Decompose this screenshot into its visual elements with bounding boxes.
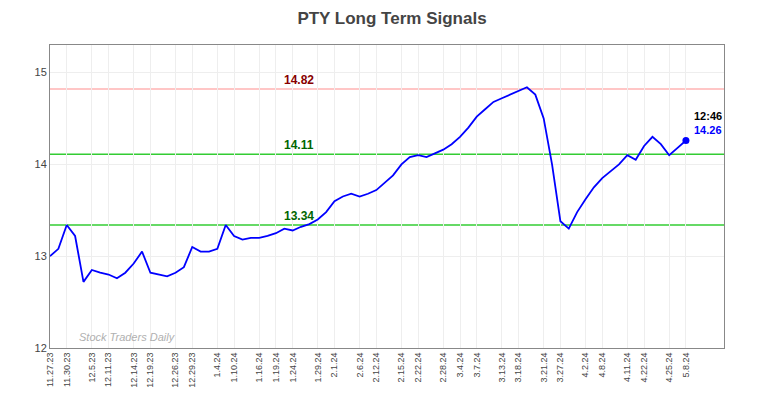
svg-text:4.22.24: 4.22.24	[639, 353, 649, 383]
svg-text:3.27.24: 3.27.24	[555, 353, 565, 383]
svg-text:3.13.24: 3.13.24	[497, 353, 507, 383]
svg-text:5.8.24: 5.8.24	[681, 353, 691, 378]
svg-text:4.8.24: 4.8.24	[597, 353, 607, 378]
svg-text:1.24.24: 1.24.24	[288, 353, 298, 383]
svg-text:12.5.23: 12.5.23	[87, 353, 97, 383]
svg-text:14.11: 14.11	[284, 138, 314, 152]
svg-text:1.29.24: 1.29.24	[313, 353, 323, 383]
svg-text:PTY Long Term Signals: PTY Long Term Signals	[297, 9, 486, 28]
svg-text:11.27.23: 11.27.23	[45, 353, 55, 387]
svg-text:12.29.23: 12.29.23	[187, 353, 197, 388]
svg-text:Stock Traders Daily: Stock Traders Daily	[79, 331, 176, 343]
svg-text:14.82: 14.82	[284, 73, 314, 87]
svg-text:3.21.24: 3.21.24	[539, 353, 549, 383]
svg-text:1.16.24: 1.16.24	[254, 353, 264, 383]
svg-text:4.25.24: 4.25.24	[664, 353, 674, 383]
svg-text:1.19.24: 1.19.24	[271, 353, 281, 383]
svg-text:4.11.24: 4.11.24	[622, 353, 632, 382]
svg-text:13.34: 13.34	[284, 209, 314, 223]
svg-text:1.10.24: 1.10.24	[229, 353, 239, 383]
svg-text:2.1.24: 2.1.24	[329, 353, 339, 378]
svg-text:12.26.23: 12.26.23	[170, 353, 180, 388]
svg-text:1.4.24: 1.4.24	[212, 353, 222, 378]
svg-text:2.28.24: 2.28.24	[438, 353, 448, 383]
svg-text:3.4.24: 3.4.24	[455, 353, 465, 378]
svg-text:11.30.23: 11.30.23	[62, 353, 72, 387]
svg-text:14.26: 14.26	[694, 124, 722, 136]
svg-text:15: 15	[35, 66, 47, 78]
svg-text:12:46: 12:46	[694, 110, 722, 122]
svg-text:2.6.24: 2.6.24	[355, 353, 365, 378]
svg-text:2.22.24: 2.22.24	[413, 353, 423, 383]
svg-text:2.12.24: 2.12.24	[371, 353, 381, 383]
svg-text:2.15.24: 2.15.24	[396, 353, 406, 383]
svg-text:12.11.23: 12.11.23	[103, 353, 113, 387]
svg-text:3.7.24: 3.7.24	[472, 353, 482, 378]
svg-text:3.18.24: 3.18.24	[514, 353, 524, 383]
svg-text:14: 14	[35, 158, 47, 170]
svg-text:12.19.23: 12.19.23	[145, 353, 155, 388]
svg-text:4.2.24: 4.2.24	[580, 353, 590, 378]
svg-text:13: 13	[35, 250, 47, 262]
svg-text:12.14.23: 12.14.23	[129, 353, 139, 388]
svg-text:12: 12	[35, 342, 47, 354]
